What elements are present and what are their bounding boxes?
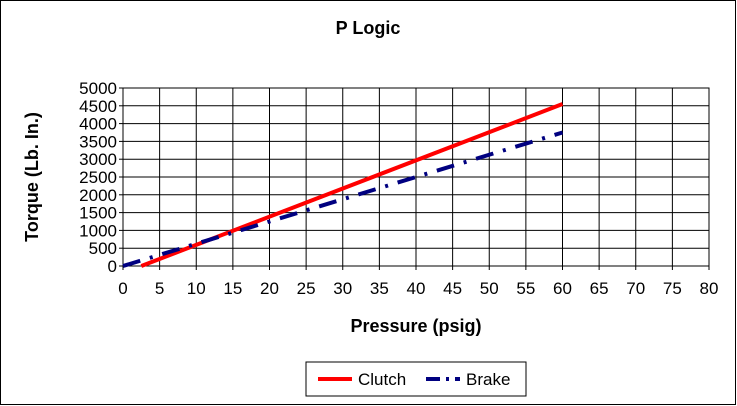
x-tick-label: 15	[223, 279, 242, 298]
x-tick-label: 10	[187, 279, 206, 298]
x-tick-label: 80	[700, 279, 719, 298]
y-tick-label: 3000	[79, 150, 117, 169]
plot-border	[122, 87, 710, 267]
y-tick-label: 1000	[79, 221, 117, 240]
axes	[119, 87, 710, 270]
legend-label-clutch: Clutch	[358, 370, 406, 389]
x-tick-label: 5	[155, 279, 164, 298]
x-tick-label: 35	[370, 279, 389, 298]
y-tick-label: 500	[89, 239, 117, 258]
y-tick-label: 3500	[79, 132, 117, 151]
series-line-brake	[122, 130, 564, 268]
y-tick-label: 4000	[79, 115, 117, 134]
x-tick-label: 60	[553, 279, 572, 298]
y-tick-label: 1500	[79, 204, 117, 223]
x-tick-labels: 0 5 10 15 20 25 30 35 40 45 50 55 60 65 70 75 80	[118, 279, 718, 298]
x-tick-label: 20	[260, 279, 279, 298]
y-tick-label: 0	[108, 257, 117, 276]
x-tick-label: 30	[333, 279, 352, 298]
x-tick-label: 50	[480, 279, 499, 298]
series-lines	[122, 102, 564, 268]
x-tick-label: 45	[443, 279, 462, 298]
y-tick-label: 4500	[79, 97, 117, 116]
x-tick-label: 40	[407, 279, 426, 298]
x-tick-label: 55	[516, 279, 535, 298]
x-tick-label: 70	[626, 279, 645, 298]
y-tick-label: 2500	[79, 168, 117, 187]
x-tick-label: 65	[590, 279, 609, 298]
x-tick-label: 25	[297, 279, 316, 298]
y-axis-label: Torque (Lb. In.)	[22, 112, 42, 242]
x-tick-label: 0	[118, 279, 127, 298]
x-axis-label: Pressure (psig)	[350, 316, 481, 336]
x-tick-label: 75	[663, 279, 682, 298]
y-tick-label: 2000	[79, 186, 117, 205]
x-gridlines	[122, 88, 710, 266]
chart-title: P Logic	[336, 18, 401, 38]
y-tick-label: 5000	[79, 79, 117, 98]
legend-label-brake: Brake	[466, 370, 510, 389]
legend: Clutch Brake	[305, 361, 527, 397]
